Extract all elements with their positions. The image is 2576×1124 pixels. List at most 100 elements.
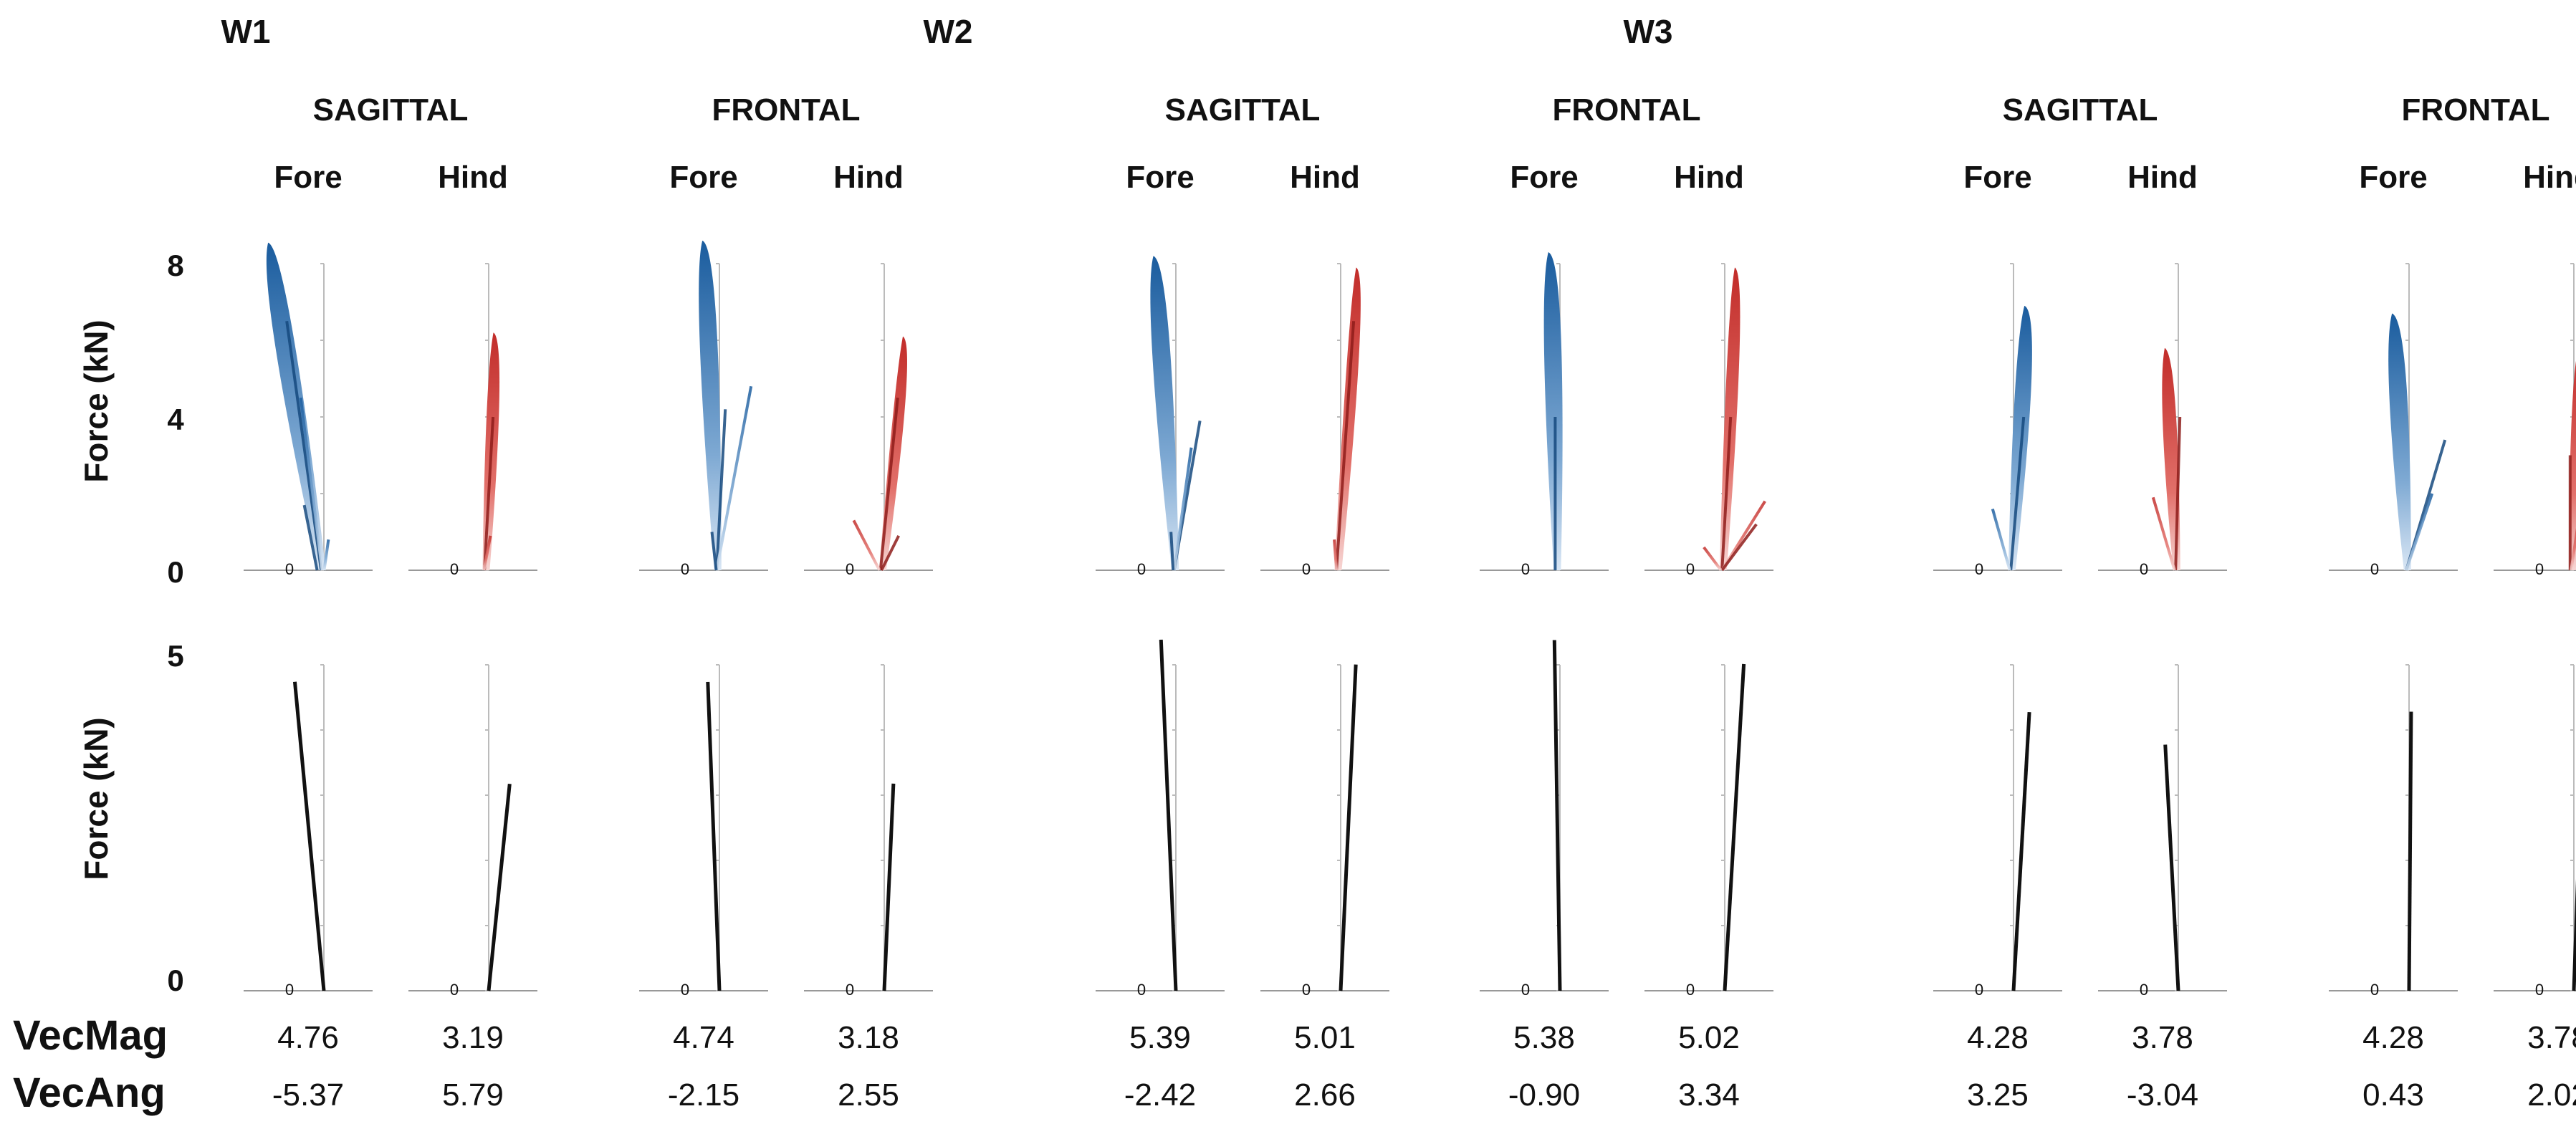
column-headers: W1 SAGITTAL Fore Hind FRONTAL Fore Hind W2 SAGIT… <box>221 13 2576 195</box>
vecmag-value-w3-sagittal-hind: 3.78 <box>2132 1020 2193 1055</box>
resultant-panel-w1-sagittal-fore: 0 <box>244 664 373 999</box>
limb-title-w1-frontal-hind: Hind <box>833 160 904 195</box>
butterfly-vector <box>2009 416 2026 571</box>
vecmag-value-w2-sagittal-hind: 5.01 <box>1294 1020 1356 1055</box>
resultant-panel-w2-sagittal-fore: 0 <box>1096 639 1225 999</box>
vecang-value-w2-sagittal-hind: 2.66 <box>1294 1077 1356 1113</box>
panels: 0 0 4.76 -5.37 0 0 3.19 5.79 0 0 4.74 -2.15 0 0 3.18 2.… <box>244 240 2576 1113</box>
limb-title-w3-frontal-hind: Hind <box>2523 160 2576 195</box>
resultant-vector <box>487 783 512 991</box>
plane-title-w3-frontal: FRONTAL <box>2402 92 2550 128</box>
resultant-vector <box>2011 712 2031 991</box>
origin-marker: 0 <box>2140 560 2148 578</box>
butterfly-vector <box>1335 321 1356 571</box>
plane-title-w1-sagittal: SAGITTAL <box>313 92 469 128</box>
butterfly-vector <box>2151 496 2176 571</box>
butterfly-vector <box>302 504 319 571</box>
butterfly-panel-w1-sagittal-fore: 0 <box>244 242 373 578</box>
origin-marker: 0 <box>681 560 689 578</box>
limb-title-w2-sagittal-fore: Fore <box>1126 160 1194 195</box>
origin-marker: 0 <box>2535 560 2544 578</box>
group-title-w1: W1 <box>221 13 271 50</box>
vecang-value-w2-sagittal-fore: -2.42 <box>1124 1077 1196 1113</box>
resultant-panel-w2-frontal-fore: 0 <box>1480 640 1609 999</box>
butterfly-vector <box>1991 508 2011 571</box>
butterfly-panel-w2-sagittal-fore: 0 <box>1096 256 1225 578</box>
y-tick-bottom-5: 5 <box>167 639 183 673</box>
plane-title-w2-frontal: FRONTAL <box>1553 92 1701 128</box>
butterfly-vector <box>285 320 323 571</box>
butterfly-vector <box>880 534 900 571</box>
resultant-vector <box>2407 711 2413 991</box>
origin-marker: 0 <box>285 981 294 999</box>
resultant-panel-w1-frontal-hind: 0 <box>804 664 933 999</box>
plane-title-w1-frontal: FRONTAL <box>712 92 861 128</box>
vecang-value-w1-frontal-fore: -2.15 <box>668 1077 739 1113</box>
butterfly-vector <box>715 409 727 571</box>
plane-title-w2-sagittal: SAGITTAL <box>1165 92 1321 128</box>
origin-marker: 0 <box>2140 981 2148 999</box>
origin-marker: 0 <box>2370 981 2379 999</box>
butterfly-vector <box>715 385 753 571</box>
group-title-w3: W3 <box>1624 13 1673 50</box>
y-tick-top-0: 0 <box>167 555 183 589</box>
butterfly-vector <box>483 416 495 571</box>
vecmag-value-w3-sagittal-fore: 4.28 <box>1967 1020 2029 1055</box>
limb-title-w3-frontal-fore: Fore <box>2359 160 2427 195</box>
butterfly-lobe <box>699 240 722 570</box>
resultant-panel-w3-frontal-fore: 0 <box>2329 664 2458 999</box>
limb-title-w3-sagittal-fore: Fore <box>1963 160 2031 195</box>
butterfly-vector <box>482 535 492 571</box>
butterfly-panel-w1-frontal-hind: 0 <box>804 263 933 578</box>
limb-title-w1-sagittal-hind: Hind <box>438 160 508 195</box>
vecmag-value-w2-frontal-fore: 5.38 <box>1513 1020 1575 1055</box>
butterfly-panel-w1-sagittal-hind: 0 <box>408 263 537 578</box>
butterfly-lobe <box>1150 256 1179 570</box>
resultant-panel-w1-frontal-fore: 0 <box>639 664 768 999</box>
vecmag-value-w2-frontal-hind: 5.02 <box>1678 1020 1740 1055</box>
origin-marker: 0 <box>2370 560 2379 578</box>
origin-marker: 0 <box>450 560 459 578</box>
butterfly-vector <box>878 398 899 571</box>
butterfly-vector <box>710 532 718 571</box>
vecmag-value-w1-sagittal-hind: 3.19 <box>442 1020 504 1055</box>
butterfly-panel-w3-frontal-hind: 0 <box>2494 263 2576 578</box>
y-axis-label-bottom: Force (kN) <box>77 717 115 880</box>
y-tick-top-4: 4 <box>167 403 184 436</box>
resultant-vector <box>1339 664 1358 991</box>
butterfly-panel-w2-frontal-fore: 0 <box>1480 251 1609 578</box>
butterfly-panel-w3-sagittal-hind: 0 <box>2098 263 2227 578</box>
butterfly-lobe <box>2008 305 2032 570</box>
butterfly-panel-w3-frontal-fore: 0 <box>2329 263 2458 578</box>
resultant-vector <box>706 681 722 991</box>
y-tick-bottom-0: 0 <box>167 964 183 997</box>
resultant-vector <box>1723 663 1746 991</box>
origin-marker: 0 <box>285 560 294 578</box>
y-axis-label-top: Force (kN) <box>77 320 115 482</box>
vecang-value-w2-frontal-fore: -0.90 <box>1508 1077 1580 1113</box>
butterfly-vector <box>1333 539 1339 571</box>
y-tick-top-8: 8 <box>167 249 183 282</box>
vecang-value-w2-frontal-hind: 3.34 <box>1678 1077 1740 1113</box>
origin-marker: 0 <box>1302 560 1311 578</box>
vecang-value-w1-sagittal-hind: 5.79 <box>442 1077 504 1113</box>
resultant-vector <box>882 783 896 991</box>
butterfly-lobe <box>1543 251 1563 570</box>
origin-marker: 0 <box>2535 981 2544 999</box>
butterfly-panel-w1-frontal-fore: 0 <box>639 240 768 578</box>
origin-marker: 0 <box>1975 981 1983 999</box>
butterfly-vector <box>2570 528 2576 571</box>
resultant-vector <box>2572 879 2576 991</box>
plane-title-w3-sagittal: SAGITTAL <box>2003 92 2158 128</box>
vecang-value-w3-sagittal-fore: 3.25 <box>1967 1077 2029 1113</box>
origin-marker: 0 <box>1137 560 1146 578</box>
butterfly-panel-w3-sagittal-fore: 0 <box>1933 263 2062 578</box>
resultant-vector <box>1552 640 1562 991</box>
vecang-value-w1-frontal-hind: 2.55 <box>838 1077 899 1113</box>
vecang-value-w3-sagittal-hind: -3.04 <box>2127 1077 2198 1113</box>
group-title-w2: W2 <box>924 13 973 50</box>
vecang-value-w3-frontal-hind: 2.02 <box>2527 1077 2576 1113</box>
limb-title-w2-sagittal-hind: Hind <box>1290 160 1360 195</box>
butterfly-panel-w2-frontal-hind: 0 <box>1644 263 1773 578</box>
origin-marker: 0 <box>1137 981 1146 999</box>
